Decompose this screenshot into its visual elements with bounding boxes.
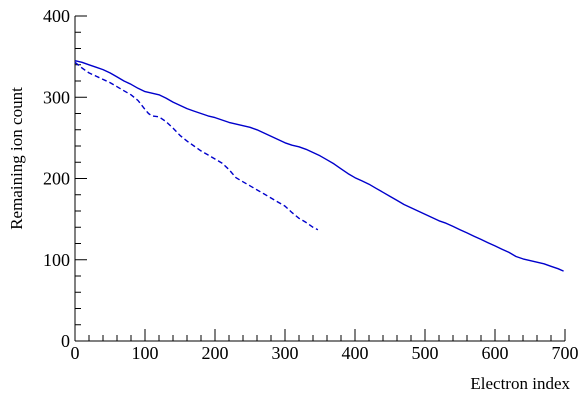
tick-labels: 0 100 200 300 400 500 600 700 0 100 200 300 400	[43, 6, 579, 363]
y-tick-label: 400	[43, 6, 70, 26]
y-tick-label: 100	[43, 250, 70, 270]
x-tick-label: 100	[132, 343, 159, 363]
y-tick-label: 200	[43, 169, 70, 189]
axes	[74, 16, 565, 342]
y-tick-label: 0	[61, 331, 70, 351]
x-tick-label: 500	[412, 343, 439, 363]
x-tick-label: 600	[482, 343, 509, 363]
solid-series-line	[74, 60, 564, 272]
x-axis-title: Electron index	[470, 374, 570, 393]
y-axis-title: Remaining ion count	[7, 87, 26, 230]
x-tick-label: 200	[202, 343, 229, 363]
dashed-series-line	[74, 61, 319, 231]
y-tick-label: 300	[43, 87, 70, 107]
series	[74, 60, 564, 272]
ticks	[74, 15, 566, 342]
x-tick-label: 400	[342, 343, 369, 363]
x-tick-label: 700	[552, 343, 579, 363]
x-tick-label: 0	[71, 343, 80, 363]
x-tick-label: 300	[272, 343, 299, 363]
